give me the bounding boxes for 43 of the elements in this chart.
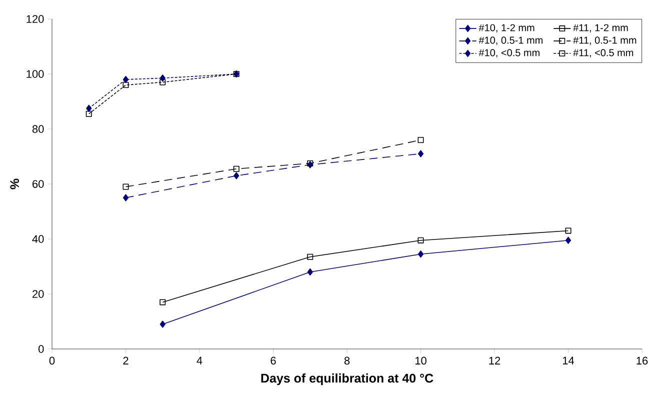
legend-label: #10, <0.5 mm <box>478 49 540 58</box>
point <box>122 82 129 88</box>
point <box>307 254 314 260</box>
y-axis-title: % <box>10 178 19 190</box>
point <box>418 136 424 143</box>
point <box>234 172 240 180</box>
y-tick-label: 0 <box>38 345 44 353</box>
x-axis-title: Days of equilibration at 40 °C <box>261 373 434 386</box>
x-tick-label: 4 <box>196 356 202 364</box>
x-tick-label: 12 <box>489 356 500 364</box>
point <box>122 184 129 190</box>
point <box>160 320 166 328</box>
point <box>160 299 166 306</box>
y-tick-label: 60 <box>32 180 44 188</box>
x-tick-label: 14 <box>562 356 574 364</box>
point <box>122 76 129 84</box>
point <box>86 110 92 117</box>
legend-label: #11, 0.5-1 mm <box>573 36 636 45</box>
y-tick-label: 80 <box>32 125 44 133</box>
point <box>307 268 313 276</box>
x-tick-label: 8 <box>344 356 350 365</box>
legend-label: #11, <0.5 mm <box>573 49 634 58</box>
x-tick-label: 10 <box>415 356 426 365</box>
y-tick-label: 20 <box>32 290 44 298</box>
legend-label: #11, 1-2 mm <box>573 24 628 32</box>
point <box>122 194 129 202</box>
point <box>418 150 424 158</box>
point <box>565 236 572 244</box>
point <box>86 104 92 112</box>
point <box>418 237 424 244</box>
y-tick-label: 100 <box>26 70 44 78</box>
point <box>160 79 166 86</box>
x-tick-label: 16 <box>636 356 648 365</box>
x-tick-label: 2 <box>123 356 128 364</box>
x-tick-label: 6 <box>270 356 276 365</box>
point <box>565 228 572 234</box>
point <box>418 250 424 258</box>
y-tick-label: 40 <box>32 235 44 243</box>
y-tick-label: 120 <box>26 15 44 23</box>
x-tick-label: 0 <box>49 356 55 365</box>
point <box>233 166 240 172</box>
legend-label: #10, 0.5-1 mm <box>478 36 543 45</box>
legend-label: #10, 1-2 mm <box>478 24 534 32</box>
